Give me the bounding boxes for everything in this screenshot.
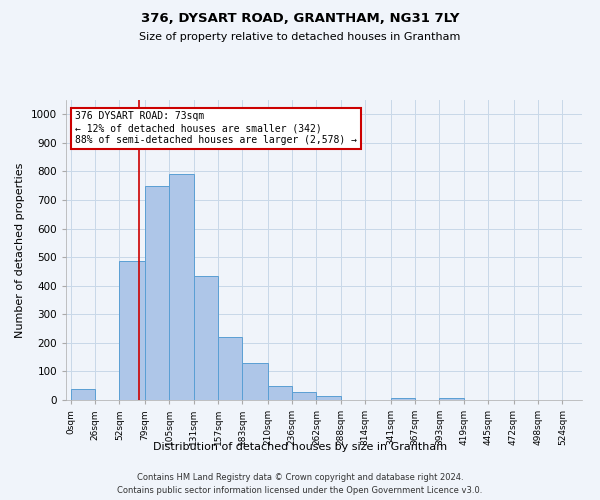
Bar: [194, 276, 218, 400]
Text: Contains public sector information licensed under the Open Government Licence v3: Contains public sector information licen…: [118, 486, 482, 495]
Bar: [218, 336, 242, 400]
Bar: [292, 392, 316, 400]
Bar: [71, 388, 95, 400]
Text: 376 DYSART ROAD: 73sqm
← 12% of detached houses are smaller (342)
88% of semi-de: 376 DYSART ROAD: 73sqm ← 12% of detached…: [76, 112, 358, 144]
Bar: [391, 398, 415, 400]
Text: Size of property relative to detached houses in Grantham: Size of property relative to detached ho…: [139, 32, 461, 42]
Bar: [439, 398, 464, 400]
Text: Contains HM Land Registry data © Crown copyright and database right 2024.: Contains HM Land Registry data © Crown c…: [137, 472, 463, 482]
Y-axis label: Number of detached properties: Number of detached properties: [15, 162, 25, 338]
Bar: [242, 364, 268, 400]
Bar: [119, 262, 145, 400]
Bar: [145, 186, 169, 400]
Text: 376, DYSART ROAD, GRANTHAM, NG31 7LY: 376, DYSART ROAD, GRANTHAM, NG31 7LY: [141, 12, 459, 26]
Bar: [268, 386, 292, 400]
Bar: [316, 396, 341, 400]
Bar: [169, 174, 194, 400]
Text: Distribution of detached houses by size in Grantham: Distribution of detached houses by size …: [153, 442, 447, 452]
